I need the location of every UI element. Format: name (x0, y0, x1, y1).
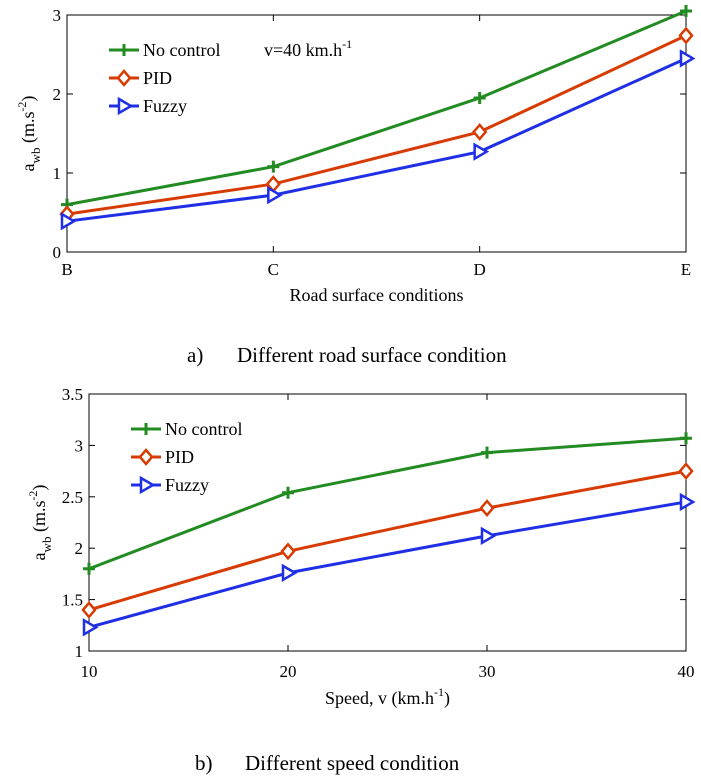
caption-a-text: Different road surface condition (237, 343, 507, 367)
series-line (66, 9, 687, 207)
data-point-marker (679, 492, 696, 512)
legend-label: PID (143, 68, 172, 88)
x-tick-label: 30 (479, 662, 496, 681)
data-point-marker (472, 122, 488, 141)
data-point-marker (680, 5, 692, 18)
data-point-marker (281, 563, 298, 583)
chart-road-surface: 0 1 2 3 B C D E Road surface conditions awb (m.s-… (15, 5, 696, 305)
data-point-marker (678, 26, 694, 45)
data-point-marker (81, 600, 97, 619)
series-line (88, 436, 687, 571)
y-tick-label: 1 (75, 642, 84, 661)
caption-b-text: Different speed condition (245, 751, 460, 775)
data-point-marker (280, 542, 296, 561)
data-point-marker (680, 432, 692, 445)
legend-marker (138, 448, 154, 466)
y-tick-label: 2 (53, 85, 62, 104)
data-point-marker (481, 446, 493, 459)
y-tick-label: 3 (75, 436, 84, 455)
data-point-marker (473, 142, 490, 161)
x-tick-label: E (681, 260, 691, 279)
x-axis-label: Speed, v (km.h-1) (325, 685, 450, 709)
data-point-marker (473, 91, 486, 104)
series-line (88, 500, 687, 629)
legend-marker (116, 69, 132, 87)
data-point-marker (480, 526, 497, 546)
x-tick-label: 10 (81, 662, 98, 681)
legend-label: No control (143, 40, 220, 60)
plot-frame (88, 393, 687, 652)
x-tick-label: 40 (678, 662, 695, 681)
y-tick-label: 1 (53, 164, 62, 183)
y-tick-label: 1.5 (62, 591, 83, 610)
data-point-marker (678, 462, 694, 481)
y-tick-label: 2.5 (62, 488, 83, 507)
series-line (66, 57, 687, 223)
x-tick-label: D (474, 260, 486, 279)
x-tick-label: 20 (280, 662, 297, 681)
data-point-marker (82, 618, 99, 637)
chart-speed: 1 1.5 2 2.5 3 3.5 10 20 30 40 Speed, v (km.h-1) awb… (26, 385, 696, 709)
data-point-marker (282, 486, 294, 499)
legend-label: No control (165, 419, 242, 439)
series-line (88, 469, 687, 612)
data-point-marker (60, 212, 77, 231)
data-point-marker (83, 562, 95, 575)
legend-marker (117, 96, 134, 116)
x-tick-label: C (268, 260, 279, 279)
legend-marker (118, 44, 130, 56)
legend-label: Fuzzy (143, 96, 187, 116)
x-axis-label: Road surface conditions (290, 285, 464, 305)
y-axis-label: awb (m.s-2) (15, 96, 43, 172)
legend-label: PID (165, 447, 194, 467)
y-axis-label: awb (m.s-2) (26, 485, 54, 561)
data-point-marker (267, 160, 280, 173)
data-point-marker (267, 185, 283, 205)
series-line (66, 34, 687, 216)
legend-marker (139, 475, 156, 495)
caption-a-marker: a) (187, 343, 203, 367)
x-tick-label: B (61, 260, 72, 279)
y-tick-label: 3 (53, 6, 62, 25)
data-point-marker (679, 49, 696, 68)
data-point-marker (479, 499, 495, 518)
plot-frame (66, 14, 687, 253)
y-tick-label: 2 (75, 539, 84, 558)
y-tick-label: 3.5 (62, 385, 83, 404)
caption-b-marker: b) (195, 751, 213, 775)
legend-marker (140, 423, 152, 435)
legend-label: Fuzzy (165, 475, 209, 495)
speed-annotation: v=40 km.h-1 (264, 37, 352, 60)
y-tick-label: 0 (53, 243, 62, 262)
